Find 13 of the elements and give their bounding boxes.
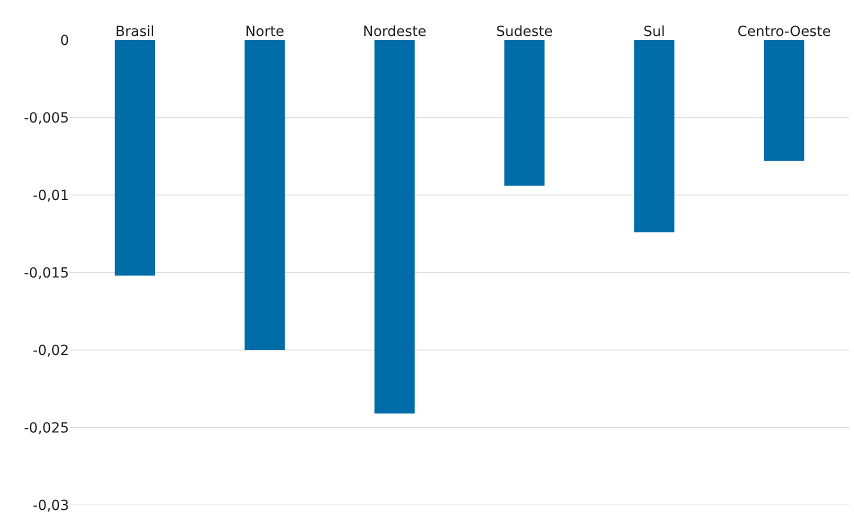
x-tick-label: Sul: [643, 24, 666, 40]
y-tick-label: -0,03: [32, 498, 69, 514]
x-tick-label: Norte: [245, 24, 284, 40]
x-tick-label: Nordeste: [362, 24, 426, 40]
y-tick-label: -0,015: [24, 265, 69, 282]
y-tick-label: 0: [60, 32, 69, 49]
x-tick-label: Centro-Oeste: [737, 24, 831, 40]
y-tick-label: -0,02: [32, 342, 69, 359]
x-tick-label: Brasil: [115, 24, 154, 40]
y-tick-label: -0,01: [32, 188, 69, 204]
y-tick-label: -0,025: [24, 420, 69, 436]
x-tick-label: Sudeste: [496, 24, 553, 40]
y-tick-label: -0,005: [24, 110, 69, 126]
